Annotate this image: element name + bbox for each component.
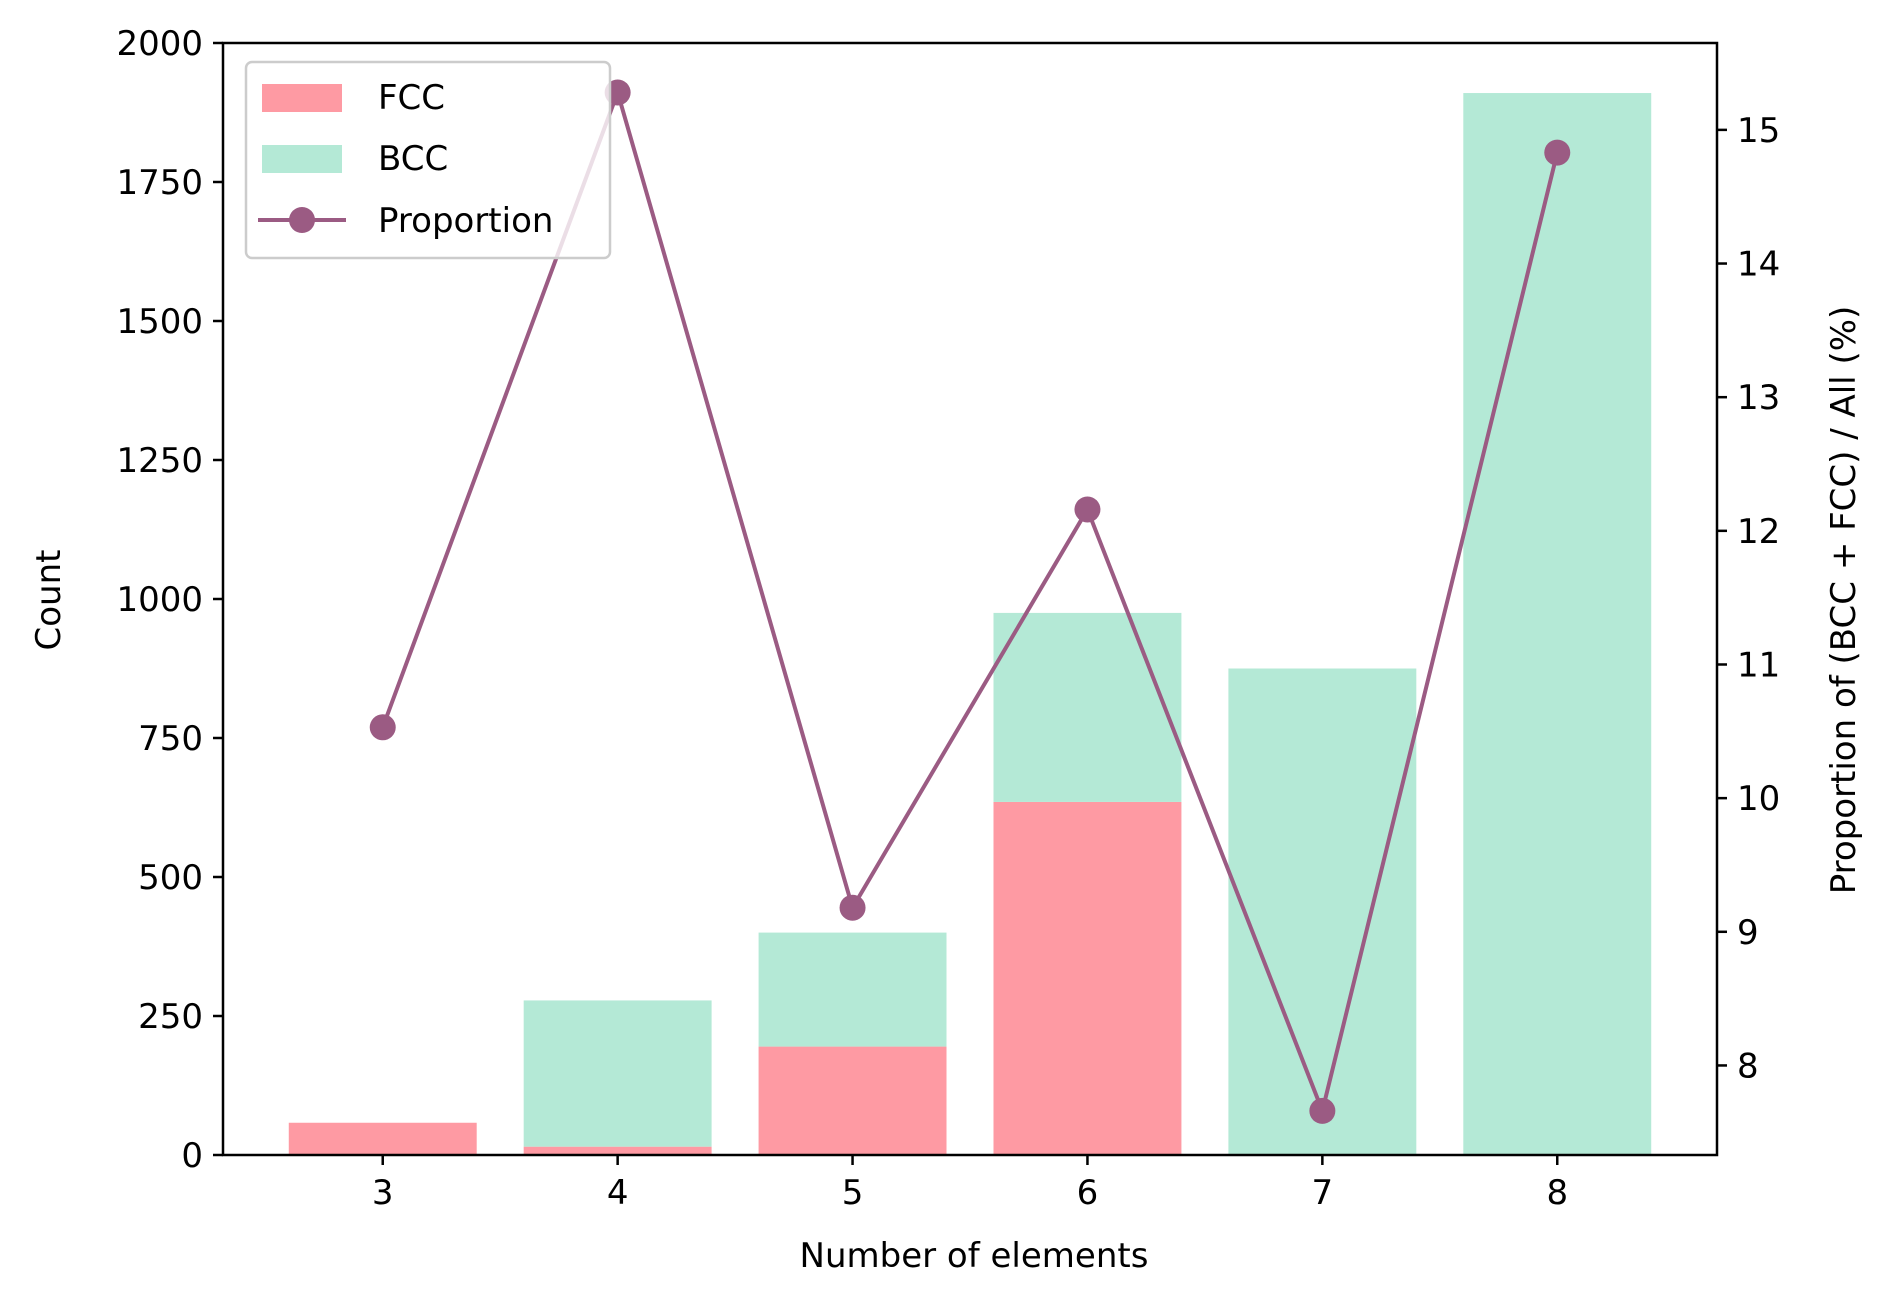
y2-tick-label-11: 11: [1737, 645, 1780, 685]
point-proportion-7: [1309, 1097, 1336, 1124]
bar-bcc-8: [1463, 93, 1652, 1155]
y2-tick-label-15: 15: [1737, 111, 1780, 151]
x-tick-label-6: 6: [1077, 1173, 1099, 1213]
axes-layer: 3 4 5 6 7 8 0 250 500 750 1000 1250 1500 1750 2000 8 9 10…: [116, 24, 1780, 1213]
x-tick-label-5: 5: [842, 1173, 864, 1213]
legend-label-proportion: Proportion: [378, 201, 553, 241]
legend-swatch-fcc: [262, 84, 342, 112]
x-tick-label-8: 8: [1546, 1173, 1568, 1213]
y-axis-label: Count: [29, 550, 69, 651]
y-tick-label-500: 500: [138, 858, 203, 898]
legend-label-bcc: BCC: [378, 139, 448, 179]
y2-axis-label: Proportion of (BCC + FCC) / All (%): [1824, 306, 1864, 895]
bar-bcc-4: [523, 1000, 712, 1147]
bar-fcc-3: [288, 1122, 477, 1155]
y2-tick-label-14: 14: [1737, 245, 1780, 285]
bar-bcc-7: [1228, 668, 1417, 1155]
y-tick-label-250: 250: [138, 997, 203, 1037]
y2-tick-label-8: 8: [1737, 1046, 1759, 1086]
point-proportion-6: [1074, 496, 1101, 523]
y-tick-label-0: 0: [181, 1136, 203, 1176]
x-tick-label-3: 3: [372, 1173, 394, 1213]
y-tick-label-750: 750: [138, 719, 203, 759]
legend-label-fcc: FCC: [378, 78, 445, 118]
x-tick-label-4: 4: [607, 1173, 629, 1213]
legend-marker-proportion: [289, 207, 315, 233]
point-proportion-8: [1544, 139, 1571, 166]
x-tick-label-7: 7: [1312, 1173, 1334, 1213]
bars-layer: [288, 93, 1652, 1155]
x-axis-label: Number of elements: [800, 1236, 1149, 1276]
bar-fcc-5: [758, 1046, 947, 1155]
y-tick-label-1250: 1250: [116, 441, 203, 481]
bar-bcc-5: [758, 932, 947, 1047]
legend-swatch-bcc: [262, 145, 342, 173]
point-proportion-5: [839, 894, 866, 921]
point-proportion-3: [369, 714, 396, 741]
y-tick-label-1750: 1750: [116, 163, 203, 203]
y2-tick-label-9: 9: [1737, 913, 1759, 953]
legend: FCC BCC Proportion: [244, 60, 612, 260]
y2-tick-label-10: 10: [1737, 779, 1780, 819]
y-tick-label-1500: 1500: [116, 302, 203, 342]
bar-bcc-6: [993, 612, 1182, 802]
y2-tick-label-13: 13: [1737, 378, 1780, 418]
y-tick-label-2000: 2000: [116, 24, 203, 64]
y2-tick-label-12: 12: [1737, 512, 1780, 552]
bar-fcc-4: [523, 1146, 712, 1155]
bar-fcc-6: [993, 801, 1182, 1155]
y-tick-label-1000: 1000: [116, 580, 203, 620]
